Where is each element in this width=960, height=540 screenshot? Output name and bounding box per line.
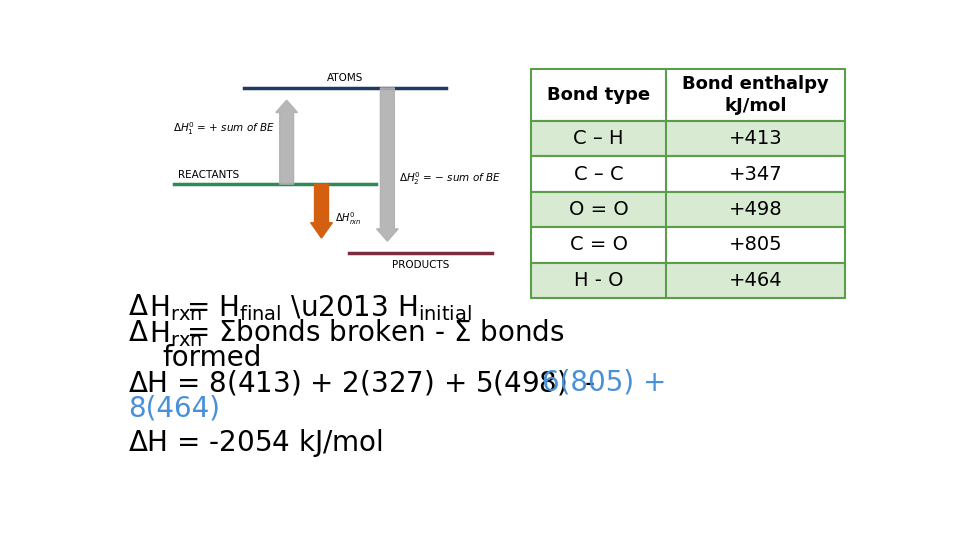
Text: +464: +464 xyxy=(729,271,782,290)
Text: $\Delta$: $\Delta$ xyxy=(128,319,149,347)
Text: O = O: O = O xyxy=(568,200,629,219)
Text: 8(464): 8(464) xyxy=(128,394,220,422)
Text: ATOMS: ATOMS xyxy=(326,73,363,83)
Bar xyxy=(531,157,845,192)
Text: REACTANTS: REACTANTS xyxy=(179,170,239,180)
Bar xyxy=(531,262,845,298)
Text: $\Delta$H = 8(413) + 2(327) + 5(498)  -: $\Delta$H = 8(413) + 2(327) + 5(498) - xyxy=(128,369,606,398)
Text: $\Delta H_1^0$ = + sum of BE: $\Delta H_1^0$ = + sum of BE xyxy=(173,120,275,137)
Text: $\Delta$: $\Delta$ xyxy=(128,293,149,321)
Text: C – H: C – H xyxy=(573,129,624,148)
FancyArrow shape xyxy=(376,88,398,241)
Text: +498: +498 xyxy=(729,200,782,219)
Text: +413: +413 xyxy=(729,129,782,148)
Text: C – C: C – C xyxy=(574,165,623,184)
Text: Bond enthalpy
kJ/mol: Bond enthalpy kJ/mol xyxy=(683,75,828,115)
Text: H$_{\mathregular{rxn}}$: H$_{\mathregular{rxn}}$ xyxy=(150,293,203,322)
Text: $\Delta H_{rxn}^0$: $\Delta H_{rxn}^0$ xyxy=(335,211,362,227)
Text: +805: +805 xyxy=(729,235,782,254)
Text: $\Delta$H = -2054 kJ/mol: $\Delta$H = -2054 kJ/mol xyxy=(128,427,383,458)
Bar xyxy=(531,121,845,157)
Text: Bond type: Bond type xyxy=(547,86,650,104)
Text: +347: +347 xyxy=(729,165,782,184)
Text: = H$_{\mathregular{final}}$ \u2013 H$_{\mathregular{initial}}$: = H$_{\mathregular{final}}$ \u2013 H$_{\… xyxy=(186,293,471,322)
Text: C = O: C = O xyxy=(569,235,628,254)
Text: = $\Sigma$bonds broken - $\Sigma$ bonds: = $\Sigma$bonds broken - $\Sigma$ bonds xyxy=(186,319,564,347)
Bar xyxy=(531,69,845,121)
FancyArrow shape xyxy=(311,184,332,238)
Text: H - O: H - O xyxy=(574,271,623,290)
Bar xyxy=(531,192,845,227)
Text: $\Delta H_2^0$ = $-$ sum of BE: $\Delta H_2^0$ = $-$ sum of BE xyxy=(399,170,501,187)
Text: formed: formed xyxy=(162,343,262,372)
FancyArrow shape xyxy=(276,100,298,184)
Text: PRODUCTS: PRODUCTS xyxy=(392,260,449,269)
Text: H$_{\mathregular{rxn}}$: H$_{\mathregular{rxn}}$ xyxy=(150,319,203,349)
Text: 6(805) +: 6(805) + xyxy=(542,369,667,397)
Bar xyxy=(531,227,845,262)
